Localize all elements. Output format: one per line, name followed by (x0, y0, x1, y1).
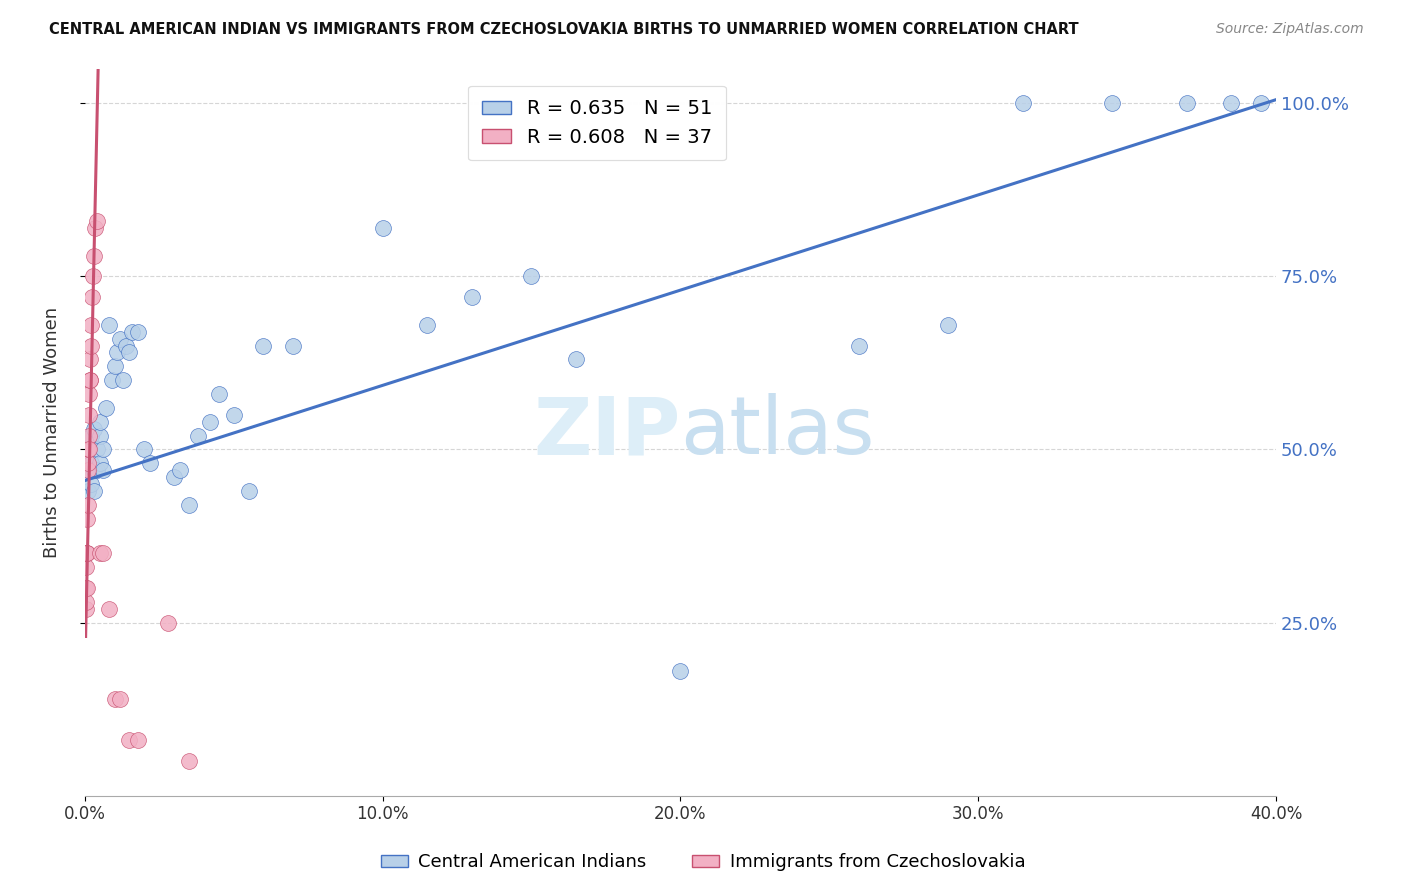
Point (76, 463, 98, 477)
Point (86, 442, 108, 457)
Point (91, 463, 114, 477)
Point (80, 338, 103, 352)
Point (1101, 96, 1123, 111)
Point (107, 345, 129, 359)
Legend: R = 0.635   N = 51, R = 0.608   N = 37: R = 0.635 N = 51, R = 0.608 N = 37 (468, 86, 725, 161)
Point (76, 581, 98, 595)
Point (75, 560, 97, 574)
Point (848, 338, 870, 352)
Point (94, 401, 117, 415)
Text: atlas: atlas (681, 393, 875, 471)
Point (121, 325, 143, 339)
Point (76, 498, 98, 512)
Point (83, 463, 105, 477)
Point (77, 442, 100, 457)
Point (127, 325, 149, 339)
Point (91, 546, 114, 560)
Point (134, 442, 156, 457)
Point (76, 546, 98, 560)
Point (83, 248, 105, 262)
Point (177, 498, 200, 512)
Point (103, 691, 125, 706)
Point (139, 456, 162, 470)
Point (86, 214, 108, 228)
Point (97, 318, 120, 332)
Point (112, 373, 135, 387)
Point (79, 352, 101, 367)
Point (238, 483, 260, 498)
Point (75, 546, 97, 560)
Point (76, 546, 98, 560)
Point (222, 408, 245, 422)
Point (84, 220, 107, 235)
Point (75, 581, 97, 595)
Point (115, 338, 138, 352)
Point (75, 601, 97, 615)
Point (89, 546, 111, 560)
Point (371, 220, 394, 235)
Point (520, 269, 543, 284)
Point (252, 338, 274, 352)
Point (565, 352, 588, 367)
Point (75, 546, 97, 560)
Point (86, 463, 108, 477)
Point (77, 442, 100, 457)
Point (79, 387, 101, 401)
Point (77, 428, 100, 442)
Point (118, 345, 141, 359)
Text: Source: ZipAtlas.com: Source: ZipAtlas.com (1216, 22, 1364, 37)
Point (76, 483, 98, 498)
Point (77, 456, 100, 470)
Point (103, 359, 125, 374)
Point (1011, 96, 1033, 111)
Point (80, 428, 103, 442)
Point (80, 477, 103, 491)
Point (938, 318, 960, 332)
Point (80, 456, 103, 470)
Point (110, 691, 132, 706)
Point (80, 318, 103, 332)
Point (157, 615, 180, 630)
Point (198, 415, 221, 429)
Point (79, 373, 101, 387)
Point (97, 601, 120, 615)
Legend: Central American Indians, Immigrants from Czechoslovakia: Central American Indians, Immigrants fro… (374, 847, 1032, 879)
Point (75, 595, 97, 609)
Text: CENTRAL AMERICAN INDIAN VS IMMIGRANTS FROM CZECHOSLOVAKIA BIRTHS TO UNMARRIED WO: CENTRAL AMERICAN INDIAN VS IMMIGRANTS FR… (49, 22, 1078, 37)
Point (669, 664, 692, 678)
Point (79, 373, 101, 387)
Point (77, 408, 100, 422)
Y-axis label: Births to Unmarried Women: Births to Unmarried Women (44, 307, 60, 558)
Point (89, 415, 111, 429)
Point (110, 332, 132, 346)
Point (82, 290, 104, 304)
Point (83, 422, 105, 436)
Point (76, 512, 98, 526)
Point (83, 483, 105, 498)
Point (127, 733, 149, 747)
Text: ZIP: ZIP (533, 393, 681, 471)
Point (461, 290, 484, 304)
Point (76, 463, 98, 477)
Point (416, 318, 439, 332)
Point (89, 428, 111, 442)
Point (118, 733, 141, 747)
Point (100, 373, 122, 387)
Point (82, 269, 104, 284)
Point (1250, 96, 1272, 111)
Point (177, 754, 200, 768)
Point (1220, 96, 1243, 111)
Point (89, 456, 111, 470)
Point (169, 463, 191, 477)
Point (163, 470, 186, 484)
Point (208, 387, 231, 401)
Point (283, 338, 305, 352)
Point (1175, 96, 1198, 111)
Point (187, 428, 209, 442)
Point (91, 442, 114, 457)
